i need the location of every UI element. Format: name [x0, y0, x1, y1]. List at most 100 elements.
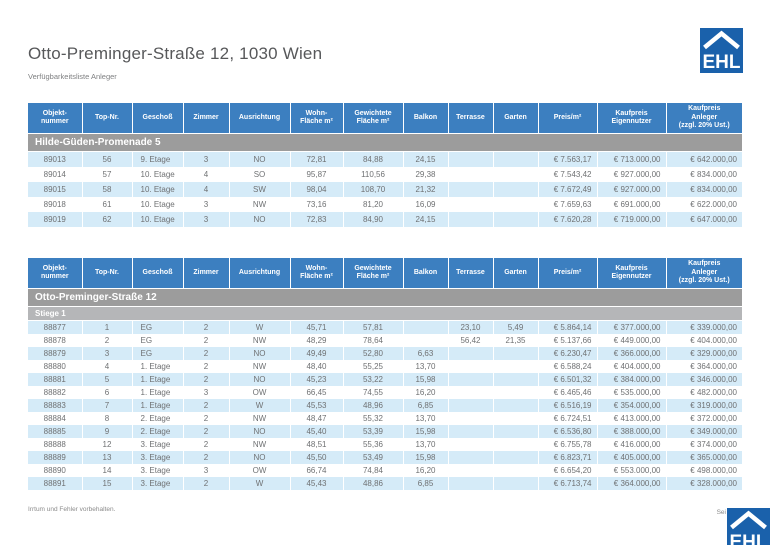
- table-cell: 98,04: [290, 182, 344, 197]
- table-cell: 53,49: [343, 451, 404, 464]
- table-cell: 89015: [28, 182, 83, 197]
- table-cell: [493, 167, 539, 182]
- table-cell: € 7.672,49: [538, 182, 598, 197]
- table-cell: 3. Etage: [132, 464, 184, 477]
- table-row: 88890 14 3. Etage 3 OW 66,74 74,84 16,20 € 6.654…: [28, 464, 742, 477]
- table-cell: € 366.000,00: [597, 347, 667, 360]
- table-cell: € 328.000,00: [666, 477, 742, 490]
- table-cell: [448, 412, 494, 425]
- table-cell: EG: [132, 334, 184, 347]
- house-roof-icon: [703, 30, 740, 50]
- table-cell: 3. Etage: [132, 477, 184, 490]
- table-cell: 13,70: [403, 412, 449, 425]
- ehl-logo-bottom: EHL: [727, 508, 770, 545]
- table-cell: [448, 477, 494, 490]
- table-cell: € 834.000,00: [666, 167, 742, 182]
- table-row: 89018 61 10. Etage 3 NW 73,16 81,20 16,09 € 7.65…: [28, 197, 742, 212]
- table-cell: 16,20: [403, 386, 449, 399]
- table-cell: 24,15: [403, 212, 449, 227]
- table-cell: 6,85: [403, 477, 449, 490]
- table-cell: 74,55: [343, 386, 404, 399]
- table-cell: € 927.000,00: [597, 167, 667, 182]
- table-cell: 48,40: [290, 360, 344, 373]
- table-cell: NW: [229, 438, 291, 451]
- table-cell: [403, 320, 449, 334]
- table-cell: € 346.000,00: [666, 373, 742, 386]
- availability-table: Objekt- nummer Top-Nr. Geschoß Zimmer Ausric…: [28, 103, 742, 227]
- table-cell: 88890: [28, 464, 83, 477]
- table-cell: € 6.654,20: [538, 464, 598, 477]
- table-cell: 2: [183, 477, 230, 490]
- table-cell: € 7.620,28: [538, 212, 598, 227]
- table-cell: 3: [183, 151, 230, 167]
- table-cell: 16,20: [403, 464, 449, 477]
- table-cell: [493, 451, 539, 464]
- table-cell: [493, 212, 539, 227]
- table-cell: 10. Etage: [132, 197, 184, 212]
- table-cell: € 404.000,00: [666, 334, 742, 347]
- table-cell: 53,22: [343, 373, 404, 386]
- table-cell: 2: [183, 360, 230, 373]
- column-header: Gewichtete Fläche m²: [343, 103, 404, 134]
- table-cell: 5: [82, 373, 133, 386]
- column-header: Wohn- Fläche m²: [290, 103, 344, 134]
- table-cell: 14: [82, 464, 133, 477]
- table-row: 88879 3 EG 2 NO 49,49 52,80 6,63 € 6.230,47 € 366…: [28, 347, 742, 360]
- table-cell: 57,81: [343, 320, 404, 334]
- table-cell: [493, 464, 539, 477]
- table-cell: 73,16: [290, 197, 344, 212]
- table-cell: € 404.000,00: [597, 360, 667, 373]
- column-header: Kaufpreis Eigennutzer: [597, 258, 667, 289]
- table-cell: 49,49: [290, 347, 344, 360]
- table-cell: 4: [82, 360, 133, 373]
- table-cell: € 405.000,00: [597, 451, 667, 464]
- table-row: 88891 15 3. Etage 2 W 45,43 48,86 6,85 € 6.713,7…: [28, 477, 742, 490]
- table-cell: NO: [229, 212, 291, 227]
- table-cell: 6,63: [403, 347, 449, 360]
- table-cell: € 719.000,00: [597, 212, 667, 227]
- table-cell: 45,53: [290, 399, 344, 412]
- table-cell: 55,32: [343, 412, 404, 425]
- table-cell: 29,38: [403, 167, 449, 182]
- table-cell: 1. Etage: [132, 373, 184, 386]
- table-cell: € 384.000,00: [597, 373, 667, 386]
- column-header: Zimmer: [183, 103, 230, 134]
- table-cell: 108,70: [343, 182, 404, 197]
- availability-table: Objekt- nummer Top-Nr. Geschoß Zimmer Ausric…: [28, 258, 742, 490]
- table-cell: 48,86: [343, 477, 404, 490]
- table-cell: € 365.000,00: [666, 451, 742, 464]
- table-cell: € 927.000,00: [597, 182, 667, 197]
- table-cell: 4: [183, 182, 230, 197]
- table-cell: [448, 373, 494, 386]
- table-cell: NW: [229, 412, 291, 425]
- table-row: 88880 4 1. Etage 2 NW 48,40 55,25 13,70 € 6.588,…: [28, 360, 742, 373]
- table-cell: € 319.000,00: [666, 399, 742, 412]
- table-cell: 13: [82, 451, 133, 464]
- table-cell: [493, 197, 539, 212]
- table-cell: [448, 360, 494, 373]
- table-row: 89015 58 10. Etage 4 SW 98,04 108,70 21,32 € 7.6…: [28, 182, 742, 197]
- section-band: Otto-Preminger-Straße 12: [28, 288, 742, 307]
- table-cell: € 6.823,71: [538, 451, 598, 464]
- table-row: 89013 56 9. Etage 3 NO 72,81 84,88 24,15 € 7.563…: [28, 151, 742, 167]
- table-cell: 21,32: [403, 182, 449, 197]
- table-row: 88877 1 EG 2 W 45,71 57,81 23,10 5,49 € 5.864,14 €…: [28, 320, 742, 334]
- table-cell: 3. Etage: [132, 438, 184, 451]
- table-cell: 57: [82, 167, 133, 182]
- table-cell: 10. Etage: [132, 182, 184, 197]
- table-cell: 2: [183, 320, 230, 334]
- table-cell: 2. Etage: [132, 425, 184, 438]
- ehl-logo-text: EHL: [703, 52, 741, 73]
- table-cell: € 6.501,32: [538, 373, 598, 386]
- table-cell: [493, 425, 539, 438]
- table-cell: € 7.543,42: [538, 167, 598, 182]
- table-cell: € 6.536,80: [538, 425, 598, 438]
- table-cell: 95,87: [290, 167, 344, 182]
- footer-page-label: Sei: [716, 509, 726, 516]
- table-cell: [448, 451, 494, 464]
- table-cell: 52,80: [343, 347, 404, 360]
- footer-disclaimer: Irrtum und Fehler vorbehalten.: [28, 506, 116, 513]
- table-row: 88889 13 3. Etage 2 NO 45,50 53,49 15,98 € 6.823…: [28, 451, 742, 464]
- table-cell: [448, 347, 494, 360]
